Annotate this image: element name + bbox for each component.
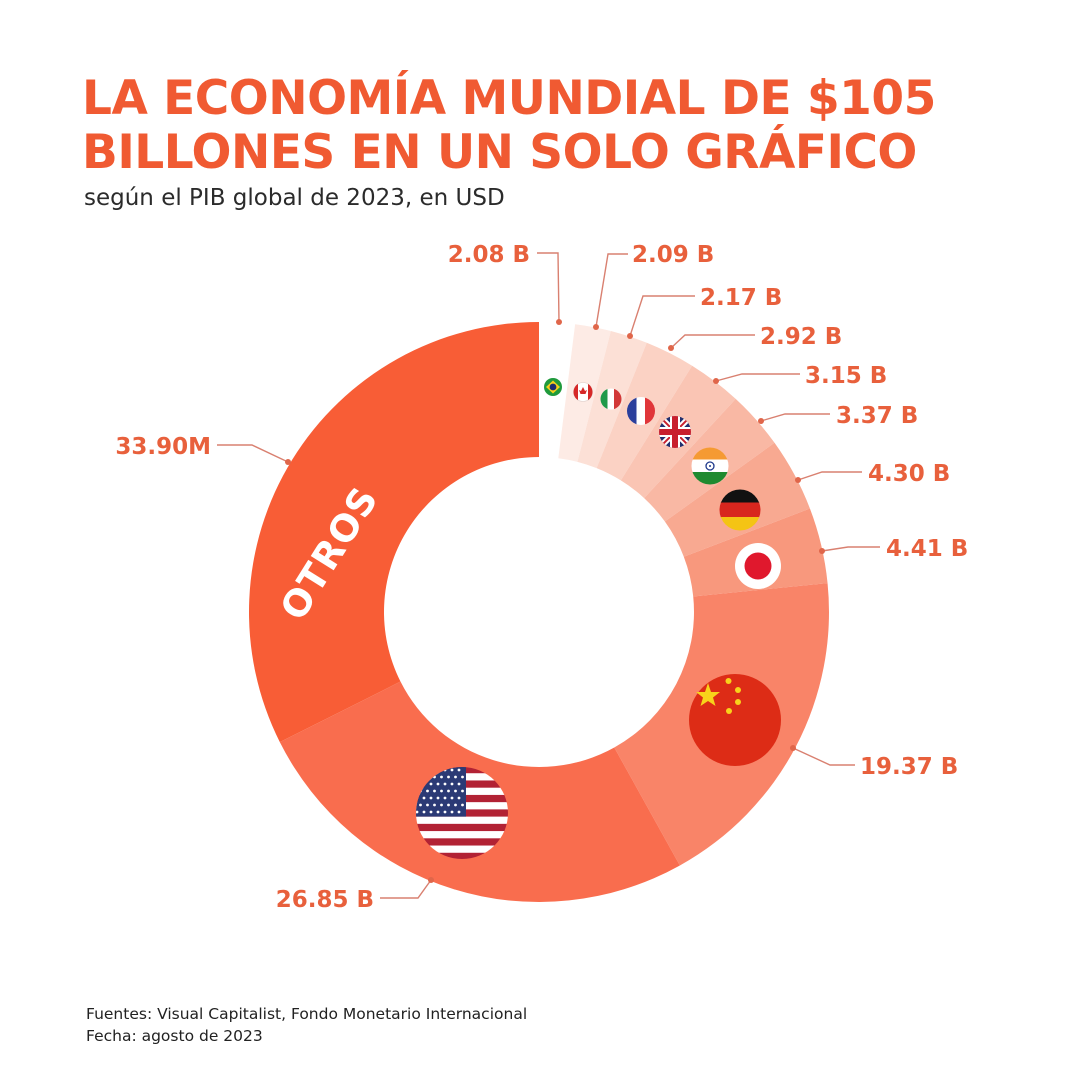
leader-dot-canada (593, 324, 599, 330)
value-label-france: 2.92 B (760, 324, 842, 350)
value-labels: 2.08 B 2.09 B 2.17 B 2.92 B 3.15 B 3.37 … (115, 242, 968, 913)
title-line-1: LA ECONOMÍA MUNDIAL DE $105 (82, 71, 936, 126)
slice-otros (248, 322, 540, 743)
value-label-italy: 2.17 B (700, 285, 782, 311)
italy-flag-icon (600, 388, 622, 410)
france-flag-icon (627, 397, 655, 425)
value-label-usa: 26.85 B (276, 887, 374, 913)
leader-dot-india (758, 418, 764, 424)
sources-text: Fuentes: Visual Capitalist, Fondo Moneta… (86, 1005, 528, 1023)
value-label-india: 3.37 B (836, 403, 918, 429)
leader-dot-italy (627, 333, 633, 339)
leader-line-france (670, 334, 755, 349)
page-title: LA ECONOMÍA MUNDIAL DE $105 BILLONES EN … (82, 72, 936, 180)
japan-flag-icon (735, 543, 781, 589)
leader-line-uk (715, 373, 800, 382)
subtitle: según el PIB global de 2023, en USD (84, 185, 505, 211)
value-label-uk: 3.15 B (805, 363, 887, 389)
leader-dot-germany (795, 477, 801, 483)
india-flag-icon (691, 447, 729, 485)
leader-line-brazil (537, 252, 560, 323)
leader-line-india (760, 413, 830, 422)
leader-line-italy (629, 295, 695, 337)
footer: Fuentes: Visual Capitalist, Fondo Moneta… (86, 1003, 527, 1047)
leader-line-usa (380, 879, 432, 899)
leader-dot-uk (713, 378, 719, 384)
leader-dot-otros (285, 459, 291, 465)
leader-line-canada (595, 253, 628, 328)
title-line-2: BILLONES EN UN SOLO GRÁFICO (82, 125, 917, 180)
leader-line-japan (821, 546, 880, 552)
leader-dot-brazil (556, 319, 562, 325)
leader-dot-usa (428, 877, 434, 883)
date-text: Fecha: agosto de 2023 (86, 1027, 263, 1045)
china-flag-icon (689, 674, 781, 766)
value-label-canada: 2.09 B (632, 242, 714, 268)
value-label-china: 19.37 B (860, 754, 958, 780)
leader-dot-france (668, 345, 674, 351)
leader-dot-japan (819, 548, 825, 554)
germany-flag-icon (719, 489, 761, 531)
value-label-otros: 33.90M (115, 434, 211, 460)
leader-lines (217, 252, 880, 899)
value-label-brazil: 2.08 B (448, 242, 530, 268)
value-label-japan: 4.41 B (886, 536, 968, 562)
leader-line-germany (797, 471, 862, 481)
leader-line-china (792, 747, 855, 766)
leader-line-otros (217, 444, 289, 463)
value-label-germany: 4.30 B (868, 461, 950, 487)
leader-dot-china (790, 745, 796, 751)
canada-flag-icon (573, 382, 593, 402)
brazil-flag-icon (544, 378, 562, 396)
slices-group (248, 322, 829, 902)
